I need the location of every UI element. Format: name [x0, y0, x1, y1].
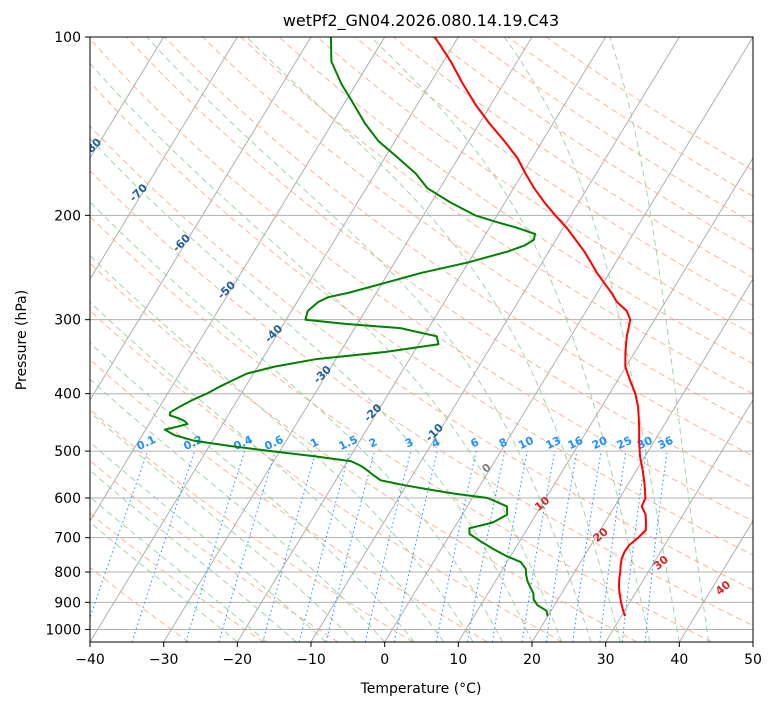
mixing-ratio-line: [599, 451, 627, 642]
moist-adiabat-line: [90, 201, 503, 642]
x-tick-label: 20: [523, 652, 541, 668]
mixing-ratio-label: 10: [516, 434, 536, 452]
dry-adiabat-line: [90, 358, 488, 642]
moist-adiabat-line: [146, 37, 592, 642]
isotherm-line: [236, 37, 607, 642]
x-tick-label: 30: [597, 652, 615, 668]
mixing-ratio-line: [218, 450, 276, 642]
dry-adiabat-line: [90, 566, 190, 642]
moist-adiabat-line: [90, 62, 562, 642]
isotherm-line: [678, 520, 753, 642]
dry-adiabat-line: [90, 408, 414, 642]
x-tick-label: 0: [380, 652, 389, 668]
moist-adiabat-line: [90, 469, 297, 642]
x-tick-label: −10: [296, 652, 326, 668]
moist-adiabat-line: [370, 37, 651, 642]
mixing-ratio-line: [521, 451, 556, 642]
mixing-ratio-line: [572, 451, 602, 642]
isotherm-line: [752, 641, 753, 642]
dry-adiabat-line: [278, 37, 753, 365]
mixing-ratio-line: [262, 450, 317, 642]
mixing-ratio-label: 25: [615, 434, 634, 452]
dry-adiabat-line: [90, 215, 712, 642]
y-axis-title: Pressure (hPa): [14, 290, 30, 390]
isotherm-line: [531, 278, 753, 642]
isotherm-line: [90, 37, 386, 522]
mixing-ratio-label: 13: [544, 434, 563, 452]
dry-adiabat-label: -90: [35, 90, 58, 113]
dry-adiabat-line: [90, 309, 563, 642]
mixing-ratio-line: [185, 450, 246, 642]
moist-adiabat-line: [609, 37, 710, 642]
x-tick-label: 40: [670, 652, 688, 668]
y-axis: 100 200 300 400 500 600 700 800 900 1000: [45, 30, 90, 638]
mixing-ratio-line: [131, 450, 196, 642]
chart-title: wetPf2_GN04.2026.080.14.19.C43: [283, 11, 559, 31]
y-tick-label: 900: [54, 595, 81, 611]
y-tick-label: 1000: [45, 622, 81, 638]
x-axis-title: Temperature (°C): [360, 681, 482, 697]
mixing-ratio-line: [545, 451, 578, 642]
moist-adiabat-line: [503, 37, 680, 642]
dry-adiabat-line: [240, 37, 753, 395]
y-tick-label: 600: [54, 491, 81, 507]
dry-adiabat-line: [90, 81, 753, 556]
dry-adiabat-line: [202, 37, 753, 426]
y-tick-label: 400: [54, 387, 81, 403]
dry-adiabat-line: [355, 37, 753, 307]
moist-adiabat-line: [90, 441, 327, 642]
isotherm-line: [90, 37, 312, 401]
moist-adiabat-line: [90, 301, 444, 642]
isotherm-line: [90, 37, 238, 280]
x-tick-label: 10: [449, 652, 467, 668]
mixing-ratio-line: [491, 450, 528, 642]
y-tick-label: 300: [54, 313, 81, 329]
dry-adiabat-line: [90, 262, 638, 642]
mixing-ratio-line: [621, 451, 647, 642]
isotherm-line: [90, 37, 459, 642]
isotherm-line: [90, 37, 165, 159]
isotherm-line: [605, 399, 753, 642]
mixing-ratio-label: 20: [590, 434, 610, 452]
dry-adiabat-label: -100: [0, 44, 14, 73]
y-tick-label: 500: [54, 444, 81, 460]
x-tick-label: −30: [149, 652, 179, 668]
mixing-ratio-line: [467, 450, 506, 642]
moist-adiabat-line: [90, 411, 356, 642]
x-tick-label: 50: [744, 652, 762, 668]
mixing-ratio-label: 16: [566, 434, 586, 452]
y-tick-label: 200: [54, 208, 81, 224]
isotherm-line: [384, 37, 753, 642]
dry-adiabat-line: [90, 125, 753, 591]
moist-adiabat-line: [90, 342, 415, 642]
x-tick-label: −20: [223, 652, 253, 668]
y-tick-label: 800: [54, 565, 81, 581]
dry-adiabat-line: [90, 170, 753, 627]
x-axis: −40 −30 −20 −10 0 10 20 30 40 50: [75, 642, 762, 668]
moist-adiabat-line: [246, 37, 621, 642]
y-tick-label: 700: [54, 531, 81, 547]
dry-adiabat-line: [90, 512, 264, 642]
isotherm-line: [457, 157, 753, 642]
moist-adiabat-line: [90, 254, 474, 642]
y-tick-label: 100: [54, 30, 81, 46]
mixing-ratio-line: [435, 450, 477, 642]
isotherm-line: [163, 37, 533, 642]
x-tick-label: −40: [75, 652, 105, 668]
plot-frame: [89, 36, 754, 643]
mixing-ratio-label: 36: [656, 434, 676, 452]
temperature-trace: [433, 37, 647, 617]
mixing-ratio-line: [644, 451, 668, 642]
dewpoint-trace: [163, 37, 549, 617]
